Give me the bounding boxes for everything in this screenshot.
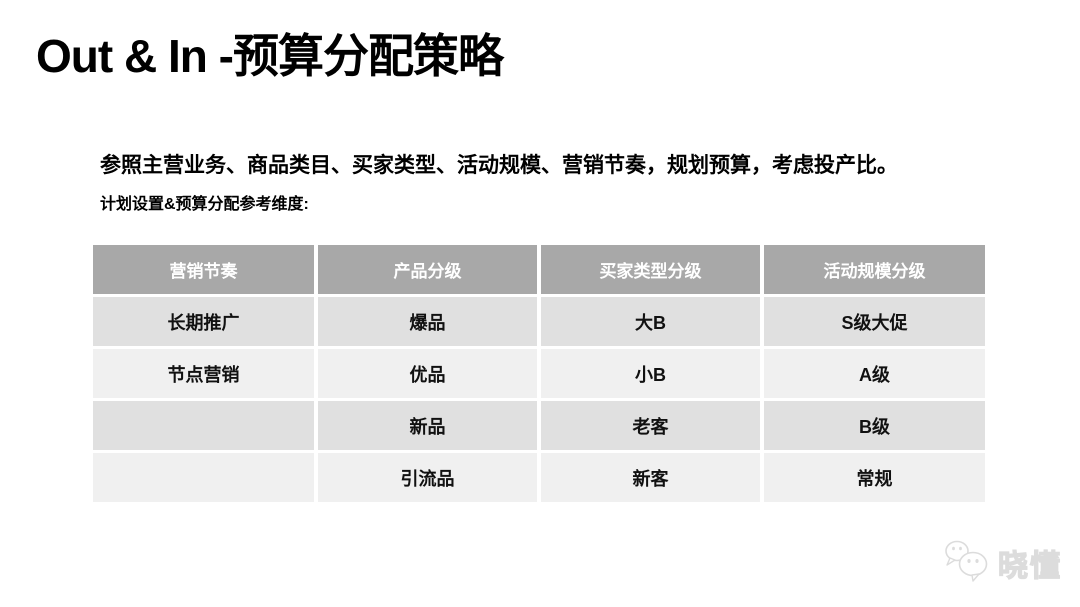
table-header-row: 营销节奏 产品分级 买家类型分级 活动规模分级	[93, 245, 985, 297]
table-cell: 新客	[537, 450, 764, 505]
slide-title: Out & In -预算分配策略	[36, 30, 504, 82]
intro-text: 参照主营业务、商品类目、买家类型、活动规模、营销节奏，规划预算，考虑投产比。	[100, 154, 898, 177]
table-cell: 爆品	[314, 294, 541, 349]
wechat-logo-icon	[942, 538, 994, 587]
table-cell: 长期推广	[93, 294, 318, 349]
header-cell-activity-scale-grade: 活动规模分级	[760, 245, 985, 297]
table-cell: 大B	[537, 294, 764, 349]
watermark: 晓懂	[942, 538, 1062, 587]
table-row: 节点营销 优品 小B A级	[93, 346, 985, 401]
budget-allocation-table: 营销节奏 产品分级 买家类型分级 活动规模分级 长期推广 爆品 大B S级大促 …	[93, 245, 985, 505]
table-cell: 优品	[314, 346, 541, 401]
dimension-label: 计划设置&预算分配参考维度:	[100, 196, 309, 213]
table-cell	[93, 450, 318, 505]
table-cell: 老客	[537, 398, 764, 453]
table-cell: 节点营销	[93, 346, 318, 401]
table-cell: 常规	[760, 450, 985, 505]
table-cell: B级	[760, 398, 985, 453]
header-cell-marketing-rhythm: 营销节奏	[93, 245, 318, 297]
watermark-label: 晓懂	[997, 549, 1062, 583]
header-cell-buyer-type-grade: 买家类型分级	[537, 245, 764, 297]
table-cell	[93, 398, 318, 453]
header-cell-product-grade: 产品分级	[314, 245, 541, 297]
table-cell: 新品	[314, 398, 541, 453]
table-row: 引流品 新客 常规	[93, 450, 985, 505]
table-cell: 引流品	[314, 450, 541, 505]
table-cell: S级大促	[760, 294, 985, 349]
table-cell: A级	[760, 346, 985, 401]
table-row: 新品 老客 B级	[93, 398, 985, 453]
table-cell: 小B	[537, 346, 764, 401]
table-row: 长期推广 爆品 大B S级大促	[93, 294, 985, 349]
